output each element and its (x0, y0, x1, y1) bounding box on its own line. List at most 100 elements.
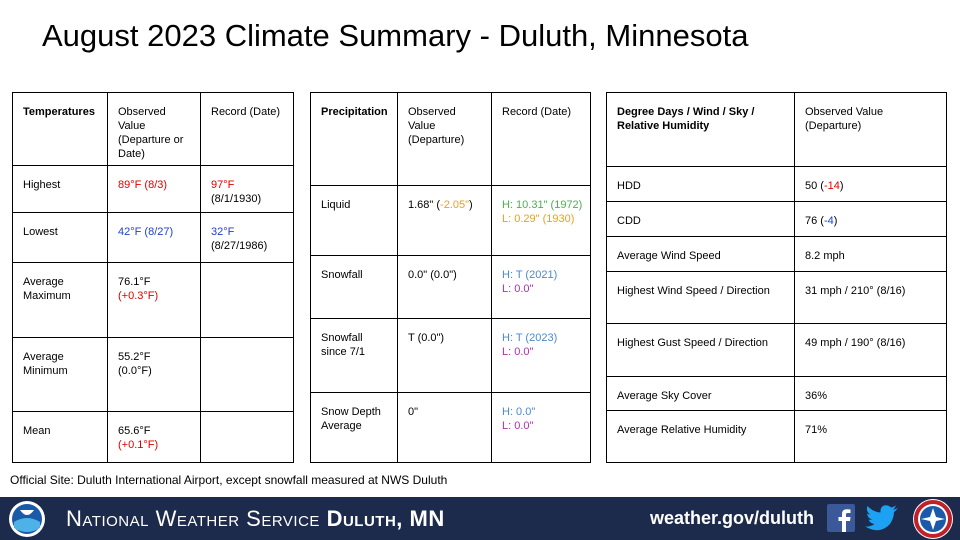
colored-run: L: 0.0" (502, 420, 534, 432)
data-table: Degree Days / Wind / Sky / Relative Humi… (606, 92, 947, 463)
value-cell: 36% (794, 376, 947, 411)
noaa-logo (9, 501, 45, 537)
value-cell: H: 10.31" (1972) L: 0.29" (1930) (491, 185, 591, 256)
header-cell: Record (Date) (491, 92, 591, 186)
value-cell: T (0.0") (397, 318, 492, 393)
table-row: Average Maximum 76.1°F (+0.3°F) (12, 262, 294, 338)
text-run: 0" (408, 406, 419, 418)
cell-line: L: 0.0" (502, 419, 584, 433)
cell-line: 76 (-4) (805, 214, 940, 228)
value-cell: 32°F (8/27/1986) (200, 212, 294, 263)
row-label: Snowfall since 7/1 (310, 318, 398, 393)
row-label: Average Minimum (12, 337, 108, 412)
table-row: HDD 50 (-14) (606, 166, 947, 202)
row-label: Lowest (12, 212, 108, 263)
twitter-icon[interactable] (865, 504, 899, 532)
table-row: Liquid 1.68" (-2.05") H: 10.31" (1972) L: 0… (310, 185, 591, 256)
value-cell (200, 262, 294, 338)
cell-line: 65.6°F (118, 424, 194, 438)
agency: National Weather Service (66, 506, 320, 531)
text-run: 65.6°F (118, 425, 151, 437)
text-run: 36% (805, 390, 828, 402)
cell-line: 32°F (211, 225, 287, 239)
text-run: 0.0" (0.0") (408, 269, 457, 281)
text-run: ) (839, 180, 844, 192)
header-cell: Degree Days / Wind / Sky / Relative Humi… (606, 92, 795, 167)
colored-run: -2.05" (440, 199, 470, 211)
colored-run: 32°F (211, 226, 235, 238)
cell-line: H: 10.31" (1972) (502, 198, 584, 212)
colored-run: -14 (823, 180, 840, 192)
text-run: 8.2 mph (805, 250, 845, 262)
text-run: 55.2°F (118, 351, 151, 363)
value-cell: 55.2°F (0.0°F) (107, 337, 201, 412)
colored-run: L: 0.0" (502, 283, 534, 295)
header-cell: Observed Value (Departure) (397, 92, 492, 186)
colored-run: (+0.3°F) (118, 290, 159, 302)
text-run: (8/27/1986) (211, 240, 268, 252)
value-cell: 8.2 mph (794, 236, 947, 272)
value-cell: H: T (2023) L: 0.0" (491, 318, 591, 393)
row-label: CDD (606, 201, 795, 237)
value-cell: 49 mph / 190° (8/16) (794, 323, 947, 377)
agency-name: National Weather Service Duluth, MN (66, 506, 445, 532)
table-row: Average Wind Speed 8.2 mph (606, 236, 947, 272)
colored-run: H: 10.31" (1972) (502, 199, 583, 211)
text-run: 50 ( (805, 180, 824, 192)
row-label: Average Relative Humidity (606, 410, 795, 463)
table-body: Temperatures Observed Value (Departure or… (12, 92, 294, 463)
value-cell: 0" (397, 392, 492, 463)
text-run: T (0.0") (408, 332, 445, 344)
colored-run: H: T (2021) (502, 269, 558, 281)
data-table: Precipitation Observed Value (Departure) R… (310, 92, 591, 463)
table-row: Average Sky Cover 36% (606, 376, 947, 411)
cell-line: 8.2 mph (805, 249, 940, 263)
value-cell (200, 337, 294, 412)
row-label: Highest (12, 165, 108, 213)
value-cell: 1.68" (-2.05") (397, 185, 492, 256)
website-link[interactable]: weather.gov/duluth (650, 508, 815, 528)
table-row: Mean 65.6°F (+0.1°F) (12, 411, 294, 463)
footer-bar: National Weather Service Duluth, MN weat… (0, 497, 960, 540)
table-row: Highest 89°F (8/3) 97°F (8/1/1930) (12, 165, 294, 213)
cell-line: T (0.0") (408, 331, 485, 345)
cell-line: L: 0.29" (1930) (502, 212, 584, 226)
cell-line: (+0.1°F) (118, 438, 194, 452)
value-cell: 71% (794, 410, 947, 463)
cell-line: 0.0" (0.0") (408, 268, 485, 282)
table-body: Precipitation Observed Value (Departure) R… (310, 92, 591, 463)
cell-line: 76.1°F (118, 275, 194, 289)
colored-run: L: 0.29" (1930) (502, 213, 575, 225)
title: August 2023 Climate Summary - Duluth, Mi… (42, 18, 749, 53)
cell-line: 0" (408, 405, 485, 419)
colored-run: -4 (823, 215, 834, 227)
colored-run: 89°F (8/3) (118, 179, 168, 191)
table-row: Snow Depth Average 0" H: 0.0" L: 0.0" (310, 392, 591, 463)
cell-line: 49 mph / 190° (8/16) (805, 336, 940, 350)
header-cell: Record (Date) (200, 92, 294, 166)
colored-run: (+0.1°F) (118, 439, 159, 451)
value-cell: 89°F (8/3) (107, 165, 201, 213)
row-label: Average Wind Speed (606, 236, 795, 272)
value-cell: 31 mph / 210° (8/16) (794, 271, 947, 324)
row-label: Highest Gust Speed / Direction (606, 323, 795, 377)
cell-line: 71% (805, 423, 940, 437)
row-label: Mean (12, 411, 108, 463)
value-cell: 76.1°F (+0.3°F) (107, 262, 201, 338)
text-run: 31 mph / 210° (8/16) (805, 285, 906, 297)
header-row: Temperatures Observed Value (Departure or… (12, 92, 294, 166)
cell-line: 42°F (8/27) (118, 225, 194, 239)
row-label: HDD (606, 166, 795, 202)
cell-line: 31 mph / 210° (8/16) (805, 284, 940, 298)
text-run: (8/1/1930) (211, 193, 262, 205)
text-run: 1.68" ( (408, 199, 441, 211)
table-row: Lowest 42°F (8/27) 32°F (8/27/1986) (12, 212, 294, 263)
header-cell: Observed Value (Departure or Date) (107, 92, 201, 166)
row-label: Average Maximum (12, 262, 108, 338)
table-row: Average Minimum 55.2°F (0.0°F) (12, 337, 294, 412)
facebook-icon[interactable] (827, 504, 855, 532)
value-cell (200, 411, 294, 463)
table-row: CDD 76 (-4) (606, 201, 947, 237)
value-cell: 76 (-4) (794, 201, 947, 237)
